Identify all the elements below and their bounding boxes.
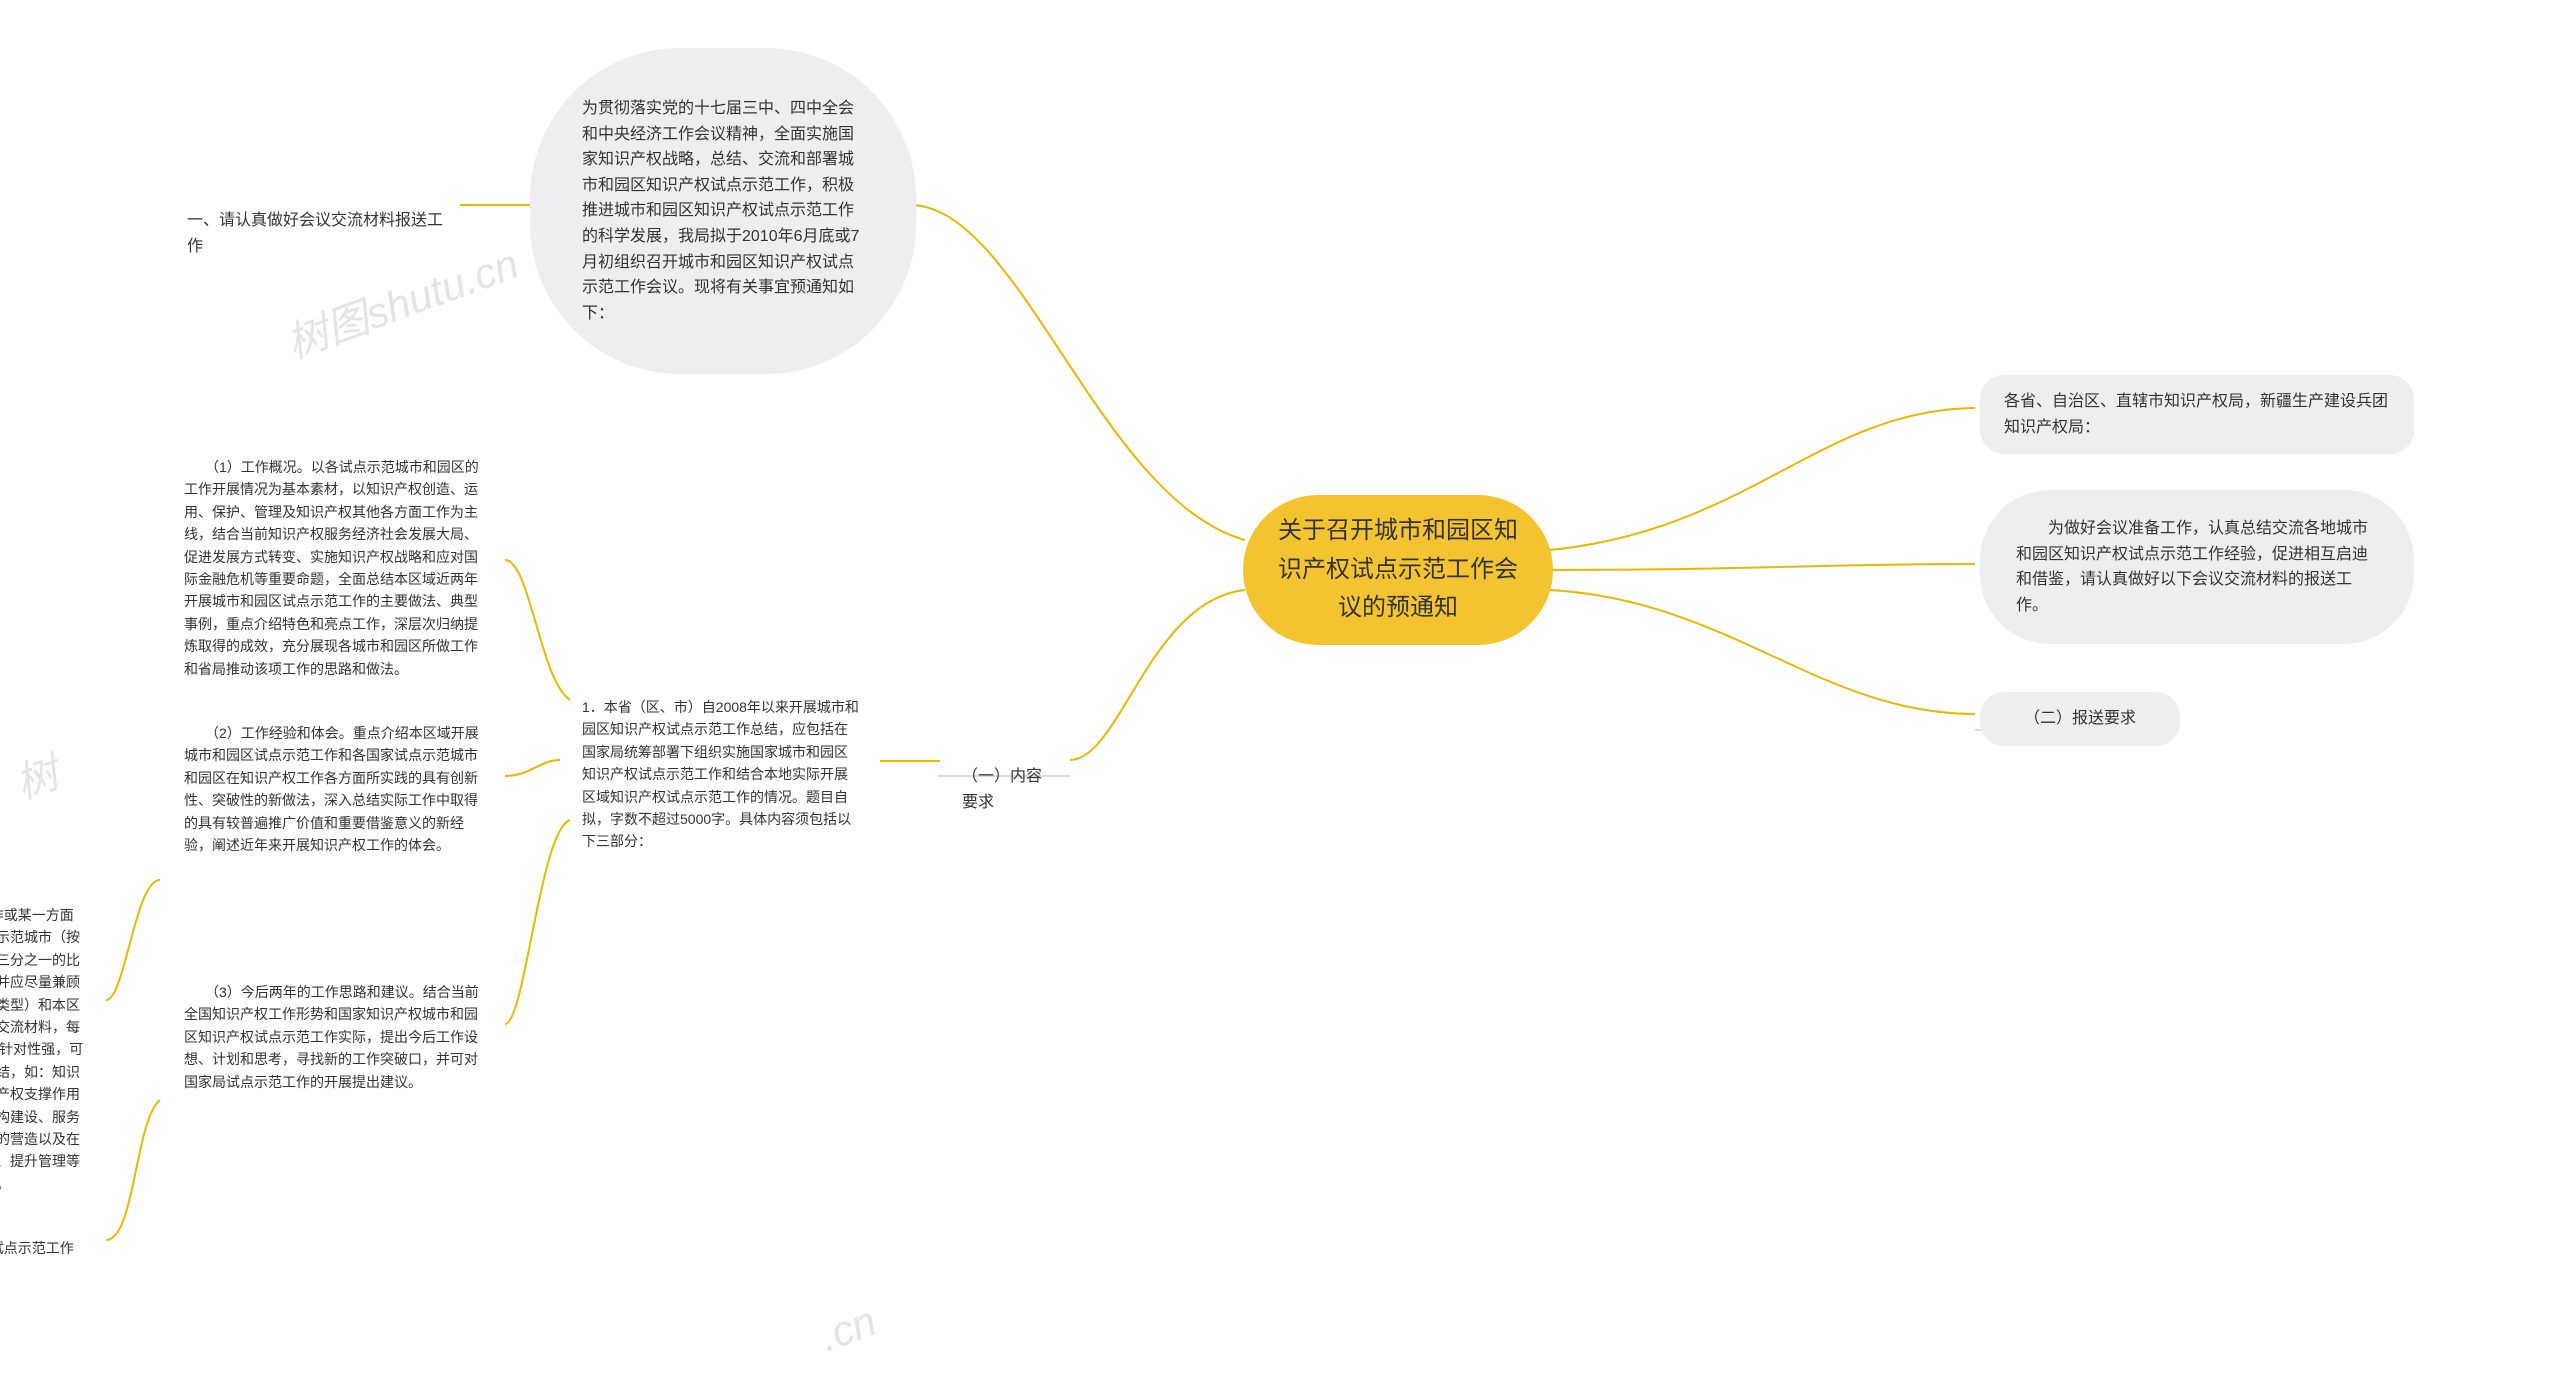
watermark: 树 xyxy=(6,740,66,812)
left-sub3: （3）今后两年的工作思路和建议。结合当前全国知识产权工作形势和国家知识产权城市和… xyxy=(162,965,508,1109)
left-leaf2: 3．本省（区、市）城市和园区试点示范工作调查表（详见附件1）。 xyxy=(0,1221,108,1298)
left-b2-label: （一）内容要求 xyxy=(940,748,1070,831)
left-b1-detail: 为贯彻落实党的十七届三中、四中全会和中央经济工作会议精神，全面实施国家知识产权战… xyxy=(530,48,916,374)
left-sub2: （2）工作经验和体会。重点介绍本区域开展城市和园区试点示范工作和各国家试点示范城… xyxy=(162,706,508,872)
watermark: .cn xyxy=(813,1297,882,1361)
left-b2-detail-text: 1．本省（区、市）自2008年以来开展城市和园区知识产权试点示范工作总结，应包括… xyxy=(582,699,859,849)
right-b2-text: 为做好会议准备工作，认真总结交流各地城市和园区知识产权试点示范工作经验，促进相互… xyxy=(2016,520,2368,614)
right-b3-text: （二）报送要求 xyxy=(2024,710,2136,727)
left-b1-label-text: 一、请认真做好会议交流材料报送工作 xyxy=(187,212,443,255)
left-sub3-text: （3）今后两年的工作思路和建议。结合当前全国知识产权工作形势和国家知识产权城市和… xyxy=(184,984,479,1090)
left-sub1: （1）工作概况。以各试点示范城市和园区的工作开展情况为基本素材，以知识产权创造、… xyxy=(162,440,508,696)
left-b1-detail-text: 为贯彻落实党的十七届三中、四中全会和中央经济工作会议精神，全面实施国家知识产权战… xyxy=(582,100,859,322)
right-branch-3: （二）报送要求 xyxy=(1980,692,2180,746)
left-leaf1: 2．每省（区、市）推荐整体工作或某一方面工作开展较好、成绩突出的试点示范城市（按… xyxy=(0,888,108,1211)
root-title: 关于召开城市和园区知识产权试点示范工作会议的预通知 xyxy=(1277,512,1519,627)
right-b1-text: 各省、自治区、直辖市知识产权局，新疆生产建设兵团知识产权局： xyxy=(2004,393,2388,436)
left-leaf1-text: 2．每省（区、市）推荐整体工作或某一方面工作开展较好、成绩突出的试点示范城市（按… xyxy=(0,907,83,1192)
left-leaf2-text: 3．本省（区、市）城市和园区试点示范工作调查表（详见附件1）。 xyxy=(0,1240,74,1278)
root-node: 关于召开城市和园区知识产权试点示范工作会议的预通知 xyxy=(1243,495,1553,645)
left-b1-label: 一、请认真做好会议交流材料报送工作 xyxy=(165,192,465,275)
left-b2-detail: 1．本省（区、市）自2008年以来开展城市和园区知识产权试点示范工作总结，应包括… xyxy=(560,680,882,869)
right-branch-1: 各省、自治区、直辖市知识产权局，新疆生产建设兵团知识产权局： xyxy=(1980,375,2414,454)
left-sub1-text: （1）工作概况。以各试点示范城市和园区的工作开展情况为基本素材，以知识产权创造、… xyxy=(184,459,479,677)
right-branch-2: 为做好会议准备工作，认真总结交流各地城市和园区知识产权试点示范工作经验，促进相互… xyxy=(1980,490,2414,644)
left-sub2-text: （2）工作经验和体会。重点介绍本区域开展城市和园区试点示范工作和各国家试点示范城… xyxy=(184,725,479,853)
left-b2-label-text: （一）内容要求 xyxy=(962,768,1042,811)
